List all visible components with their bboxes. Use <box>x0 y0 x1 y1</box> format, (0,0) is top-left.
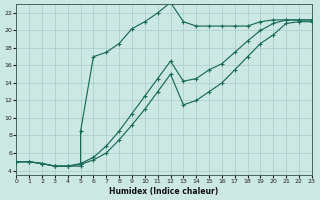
X-axis label: Humidex (Indice chaleur): Humidex (Indice chaleur) <box>109 187 219 196</box>
